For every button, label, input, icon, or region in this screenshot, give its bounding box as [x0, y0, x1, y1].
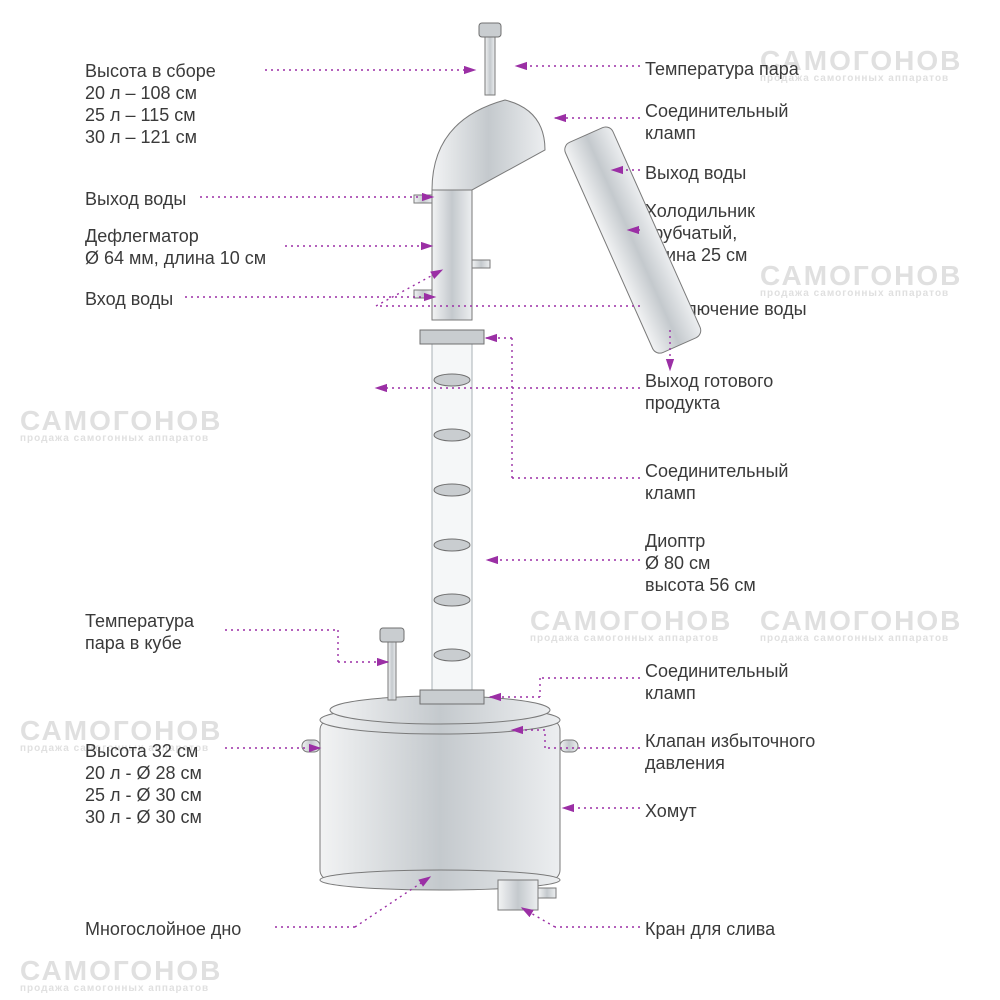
label-drain-tap-line0: Кран для слива	[645, 918, 775, 940]
watermark-main: САМОГОНОВ	[530, 605, 732, 636]
label-water-out-left: Выход воды	[85, 188, 186, 210]
label-clamp-bottom-line1: кламп	[645, 682, 788, 704]
label-steam-temp-cube-line1: пара в кубе	[85, 632, 194, 654]
label-height-assembled: Высота в сборе20 л – 108 см25 л – 115 см…	[85, 60, 216, 148]
label-clamp-top-line0: Соединительный	[645, 100, 788, 122]
label-water-out-right: Выход воды	[645, 162, 746, 184]
label-product-out-line1: продукта	[645, 392, 773, 414]
label-product-out-line0: Выход готового	[645, 370, 773, 392]
label-pressure-valve-line0: Клапан избыточного	[645, 730, 815, 752]
label-condenser-line2: длина 25 см	[645, 244, 755, 266]
apparatus-illustration	[302, 23, 703, 910]
label-clamp-bottom-line0: Соединительный	[645, 660, 788, 682]
label-clamp-band: Хомут	[645, 800, 697, 822]
label-water-out-right-line0: Выход воды	[645, 162, 746, 184]
label-product-out: Выход готовогопродукта	[645, 370, 773, 414]
label-steam-temp-cube-line0: Температура	[85, 610, 194, 632]
label-water-connect-line0: Подключение воды	[645, 298, 807, 320]
label-water-connect: Подключение воды	[645, 298, 807, 320]
label-height-assembled-line2: 25 л – 115 см	[85, 104, 216, 126]
watermark: САМОГОНОВпродажа самогонных аппаратов	[530, 605, 732, 644]
label-clamp-top: Соединительныйкламп	[645, 100, 788, 144]
watermark-sub: продажа самогонных аппаратов	[20, 433, 222, 444]
label-pressure-valve: Клапан избыточногодавления	[645, 730, 815, 774]
label-height-assembled-line0: Высота в сборе	[85, 60, 216, 82]
label-water-in-left-line0: Вход воды	[85, 288, 173, 310]
label-clamp-band-line0: Хомут	[645, 800, 697, 822]
watermark: САМОГОНОВпродажа самогонных аппаратов	[20, 405, 222, 444]
label-pot-height-line1: 20 л - Ø 28 см	[85, 762, 202, 784]
label-pot-height-line2: 25 л - Ø 30 см	[85, 784, 202, 806]
label-dioptre-line1: Ø 80 см	[645, 552, 756, 574]
label-steam-temp-cube: Температурапара в кубе	[85, 610, 194, 654]
leader-lines	[185, 66, 670, 927]
label-condenser-line1: трубчатый,	[645, 222, 755, 244]
diagram-overlay	[0, 0, 1000, 1000]
label-clamp-mid: Соединительныйкламп	[645, 460, 788, 504]
label-dephlegmator-line1: Ø 64 мм, длина 10 см	[85, 247, 266, 269]
label-water-out-left-line0: Выход воды	[85, 188, 186, 210]
watermark-sub: продажа самогонных аппаратов	[760, 633, 962, 644]
watermark-main: САМОГОНОВ	[20, 405, 222, 436]
label-clamp-mid-line0: Соединительный	[645, 460, 788, 482]
label-height-assembled-line3: 30 л – 121 см	[85, 126, 216, 148]
watermark-sub: продажа самогонных аппаратов	[20, 983, 222, 994]
label-condenser-line0: Холодильник	[645, 200, 755, 222]
label-water-in-left: Вход воды	[85, 288, 173, 310]
label-dioptre-line0: Диоптр	[645, 530, 756, 552]
watermark-sub: продажа самогонных аппаратов	[530, 633, 732, 644]
watermark: САМОГОНОВпродажа самогонных аппаратов	[760, 260, 962, 299]
label-dephlegmator-line0: Дефлегматор	[85, 225, 266, 247]
label-dioptre: ДиоптрØ 80 смвысота 56 см	[645, 530, 756, 596]
watermark-main: САМОГОНОВ	[20, 955, 222, 986]
label-steam-temp: Температура пара	[645, 58, 799, 80]
label-dioptre-line2: высота 56 см	[645, 574, 756, 596]
label-steam-temp-line0: Температура пара	[645, 58, 799, 80]
label-pot-height-line0: Высота 32 см	[85, 740, 202, 762]
watermark-main: САМОГОНОВ	[760, 605, 962, 636]
label-clamp-top-line1: кламп	[645, 122, 788, 144]
watermark-main: САМОГОНОВ	[760, 260, 962, 291]
label-dephlegmator: ДефлегматорØ 64 мм, длина 10 см	[85, 225, 266, 269]
label-multilayer-bottom-line0: Многослойное дно	[85, 918, 241, 940]
label-drain-tap: Кран для слива	[645, 918, 775, 940]
label-clamp-bottom: Соединительныйкламп	[645, 660, 788, 704]
label-pot-height: Высота 32 см20 л - Ø 28 см25 л - Ø 30 см…	[85, 740, 202, 828]
label-height-assembled-line1: 20 л – 108 см	[85, 82, 216, 104]
label-condenser: Холодильниктрубчатый,длина 25 см	[645, 200, 755, 266]
watermark: САМОГОНОВпродажа самогонных аппаратов	[760, 605, 962, 644]
label-pressure-valve-line1: давления	[645, 752, 815, 774]
label-pot-height-line3: 30 л - Ø 30 см	[85, 806, 202, 828]
label-multilayer-bottom: Многослойное дно	[85, 918, 241, 940]
label-clamp-mid-line1: кламп	[645, 482, 788, 504]
watermark: САМОГОНОВпродажа самогонных аппаратов	[20, 955, 222, 994]
